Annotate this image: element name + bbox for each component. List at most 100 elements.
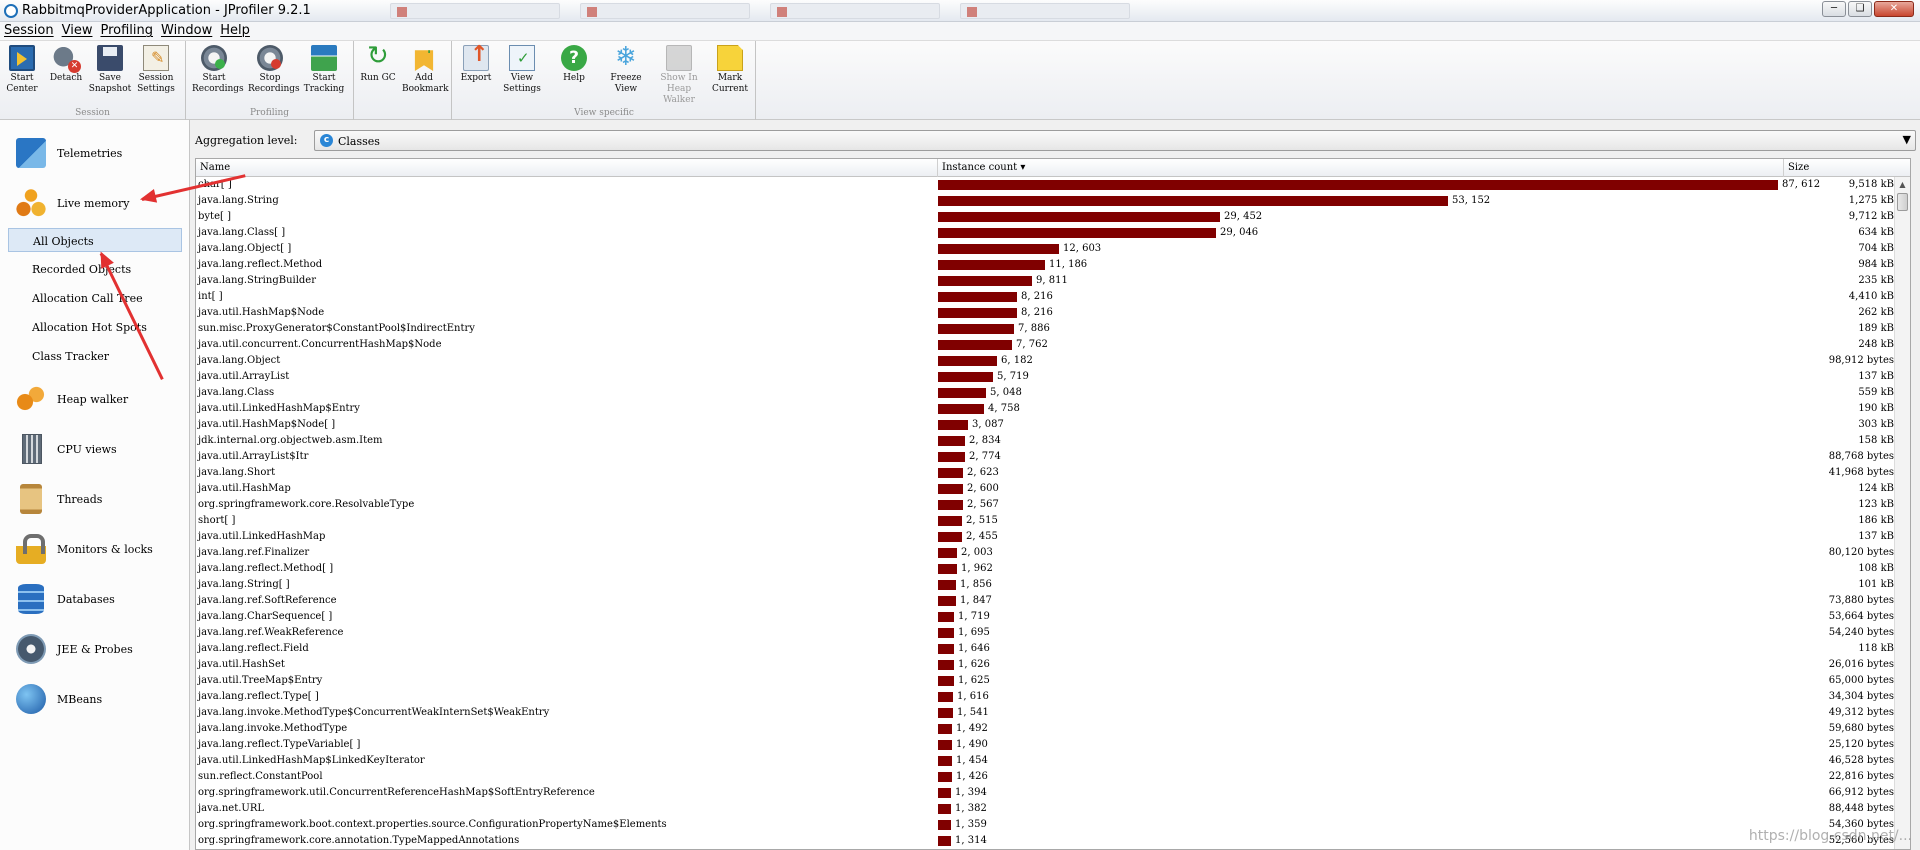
table-row[interactable]: java.util.concurrent.ConcurrentHashMap$N… xyxy=(196,337,1896,353)
table-row[interactable]: java.lang.Object 6, 182 98,912 bytes xyxy=(196,353,1896,369)
column-header-instance-count[interactable]: Instance count ▾ xyxy=(938,159,1784,177)
table-row[interactable]: sun.misc.ProxyGenerator$ConstantPool$Ind… xyxy=(196,321,1896,337)
table-row[interactable]: char[ ] 87, 612 9,518 kB xyxy=(196,177,1896,193)
instance-count-cell: 12, 603 xyxy=(1063,243,1102,254)
taskbar-tab[interactable] xyxy=(770,3,940,19)
chevron-down-icon: ▼ xyxy=(1902,133,1911,146)
sidebar-item-mbeans[interactable]: MBeans xyxy=(0,676,190,720)
table-row[interactable]: java.lang.Class[ ] 29, 046 634 kB xyxy=(196,225,1896,241)
table-row[interactable]: java.lang.ref.Finalizer 2, 003 80,120 byte… xyxy=(196,545,1896,561)
table-row[interactable]: java.util.LinkedHashMap$LinkedKeyIterato… xyxy=(196,753,1896,769)
save-snapshot-button[interactable]: Save Snapshot xyxy=(88,45,132,103)
restore-button[interactable]: ❑ xyxy=(1848,1,1872,17)
instance-count-bar xyxy=(938,740,952,750)
sidebar-sub-recorded-objects[interactable]: Recorded Objects xyxy=(32,263,132,276)
table-row[interactable]: java.lang.String 53, 152 1,275 kB xyxy=(196,193,1896,209)
table-row[interactable]: java.util.ArrayList$Itr 2, 774 88,768 byte… xyxy=(196,449,1896,465)
sidebar-sub-allocation-call-tree[interactable]: Allocation Call Tree xyxy=(32,292,143,305)
table-row[interactable]: java.util.HashMap$Node 8, 216 262 kB xyxy=(196,305,1896,321)
table-row[interactable]: java.util.LinkedHashMap 2, 455 137 kB xyxy=(196,529,1896,545)
start-tracking-button[interactable]: Start Tracking xyxy=(302,45,346,103)
column-header-size[interactable]: Size xyxy=(1784,159,1910,177)
table-row[interactable]: org.springframework.core.annotation.Type… xyxy=(196,833,1896,849)
table-row[interactable]: java.lang.invoke.MethodType$ConcurrentWe… xyxy=(196,705,1896,721)
menu-view[interactable]: View xyxy=(61,23,93,38)
scrollbar-thumb[interactable] xyxy=(1897,193,1908,211)
scroll-up-icon[interactable]: ▲ xyxy=(1899,180,1906,189)
table-row[interactable]: org.springframework.util.ConcurrentRefer… xyxy=(196,785,1896,801)
table-row[interactable]: java.lang.Class 5, 048 559 kB xyxy=(196,385,1896,401)
table-row[interactable]: jdk.internal.org.objectweb.asm.Item 2, 83… xyxy=(196,433,1896,449)
view-settings-button[interactable]: View Settings xyxy=(500,45,544,103)
class-name-cell: java.util.concurrent.ConcurrentHashMap$N… xyxy=(198,339,442,350)
sidebar-item-threads[interactable]: Threads xyxy=(0,476,190,520)
instance-count-bar xyxy=(938,532,962,542)
minimize-button[interactable]: ─ xyxy=(1822,1,1846,17)
export-button[interactable]: Export xyxy=(454,42,498,103)
taskbar-tab[interactable] xyxy=(960,3,1130,19)
table-row[interactable]: byte[ ] 29, 452 9,712 kB xyxy=(196,209,1896,225)
table-row[interactable]: org.springframework.boot.context.propert… xyxy=(196,817,1896,833)
table-row[interactable]: java.net.URL 1, 382 88,448 bytes xyxy=(196,801,1896,817)
table-row[interactable]: java.lang.Object[ ] 12, 603 704 kB xyxy=(196,241,1896,257)
mark-current-button[interactable]: Mark Current xyxy=(708,45,752,103)
sidebar-item-databases[interactable]: Databases xyxy=(0,576,190,620)
aggregation-level-select[interactable]: c Classes ▼ xyxy=(314,130,1916,151)
show-in-heap-walker-button[interactable]: Show In Heap Walker xyxy=(652,45,706,105)
instance-count-cell: 2, 515 xyxy=(966,515,998,526)
column-header-name[interactable]: Name xyxy=(196,159,938,177)
sidebar-item-monitors-locks[interactable]: Monitors & locks xyxy=(0,526,190,570)
table-row[interactable]: java.lang.reflect.Type[ ] 1, 616 34,304 by… xyxy=(196,689,1896,705)
table-row[interactable]: java.lang.reflect.TypeVariable[ ] 1, 490 2… xyxy=(196,737,1896,753)
menu-window[interactable]: Window xyxy=(161,23,213,38)
run-gc-button[interactable]: Run GC xyxy=(356,41,400,103)
close-button[interactable]: ✕ xyxy=(1874,1,1914,17)
sidebar-sub-class-tracker[interactable]: Class Tracker xyxy=(32,350,110,363)
table-row[interactable]: java.lang.ref.WeakReference 1, 695 54,240 … xyxy=(196,625,1896,641)
table-row[interactable]: java.lang.StringBuilder 9, 811 235 kB xyxy=(196,273,1896,289)
table-row[interactable]: java.lang.reflect.Method[ ] 1, 962 108 kB xyxy=(196,561,1896,577)
sidebar-item-cpu-views[interactable]: CPU views xyxy=(0,426,190,470)
aggregation-level-label: Aggregation level: xyxy=(195,134,298,147)
table-row[interactable]: java.lang.CharSequence[ ] 1, 719 53,664 by… xyxy=(196,609,1896,625)
table-row[interactable]: java.util.TreeMap$Entry 1, 625 65,000 byte… xyxy=(196,673,1896,689)
detach-button[interactable]: Detach xyxy=(44,45,88,103)
menu-help[interactable]: Help xyxy=(220,23,250,38)
sidebar-item-heap-walker[interactable]: Heap walker xyxy=(0,376,190,420)
sidebar-sub-all-objects[interactable]: All Objects xyxy=(8,228,182,252)
size-cell: 704 kB xyxy=(1858,243,1894,254)
table-row[interactable]: java.lang.ref.SoftReference 1, 847 73,880 … xyxy=(196,593,1896,609)
sidebar-item-jee-probes[interactable]: JEE & Probes xyxy=(0,626,190,670)
table-row[interactable]: java.util.ArrayList 5, 719 137 kB xyxy=(196,369,1896,385)
table-row[interactable]: short[ ] 2, 515 186 kB xyxy=(196,513,1896,529)
start-center-button[interactable]: Start Center xyxy=(0,45,44,103)
sidebar-sub-allocation-hot-spots[interactable]: Allocation Hot Spots xyxy=(32,321,147,334)
table-row[interactable]: java.lang.Short 2, 623 41,968 bytes xyxy=(196,465,1896,481)
table-row[interactable]: java.lang.String[ ] 1, 856 101 kB xyxy=(196,577,1896,593)
menu-profiling[interactable]: Profiling xyxy=(100,23,153,38)
table-row[interactable]: java.util.LinkedHashMap$Entry 4, 758 190 k… xyxy=(196,401,1896,417)
table-row[interactable]: java.lang.reflect.Field 1, 646 118 kB xyxy=(196,641,1896,657)
taskbar-tab[interactable] xyxy=(390,3,560,19)
start-recordings-button[interactable]: Start Recordings xyxy=(192,45,244,103)
table-row[interactable]: java.lang.invoke.MethodType 1, 492 59,680 … xyxy=(196,721,1896,737)
table-row[interactable]: int[ ] 8, 216 4,410 kB xyxy=(196,289,1896,305)
freeze-view-button[interactable]: Freeze View xyxy=(604,42,648,103)
help-button[interactable]: ? Help xyxy=(552,45,596,103)
table-row[interactable]: java.util.HashMap$Node[ ] 3, 087 303 kB xyxy=(196,417,1896,433)
taskbar-tab[interactable] xyxy=(580,3,750,19)
sidebar-item-live-memory[interactable]: Live memory xyxy=(0,180,190,224)
add-bookmark-button[interactable]: Add Bookmark xyxy=(402,45,449,103)
table-row[interactable]: java.lang.reflect.Method 11, 186 984 kB xyxy=(196,257,1896,273)
instance-count-cell: 1, 492 xyxy=(956,723,988,734)
sidebar-item-telemetries[interactable]: Telemetries xyxy=(0,130,190,174)
stop-recordings-button[interactable]: Stop Recordings xyxy=(248,45,300,103)
menu-session[interactable]: Session xyxy=(4,23,54,38)
table-row[interactable]: org.springframework.core.ResolvableType 2… xyxy=(196,497,1896,513)
table-row[interactable]: java.util.HashSet 1, 626 26,016 bytes xyxy=(196,657,1896,673)
vertical-scrollbar[interactable]: ▲ xyxy=(1894,177,1910,849)
session-settings-button[interactable]: Session Settings xyxy=(134,45,178,103)
table-row[interactable]: java.util.HashMap 2, 600 124 kB xyxy=(196,481,1896,497)
table-row[interactable]: sun.reflect.ConstantPool 1, 426 22,816 byt… xyxy=(196,769,1896,785)
instance-count-bar xyxy=(938,356,997,366)
